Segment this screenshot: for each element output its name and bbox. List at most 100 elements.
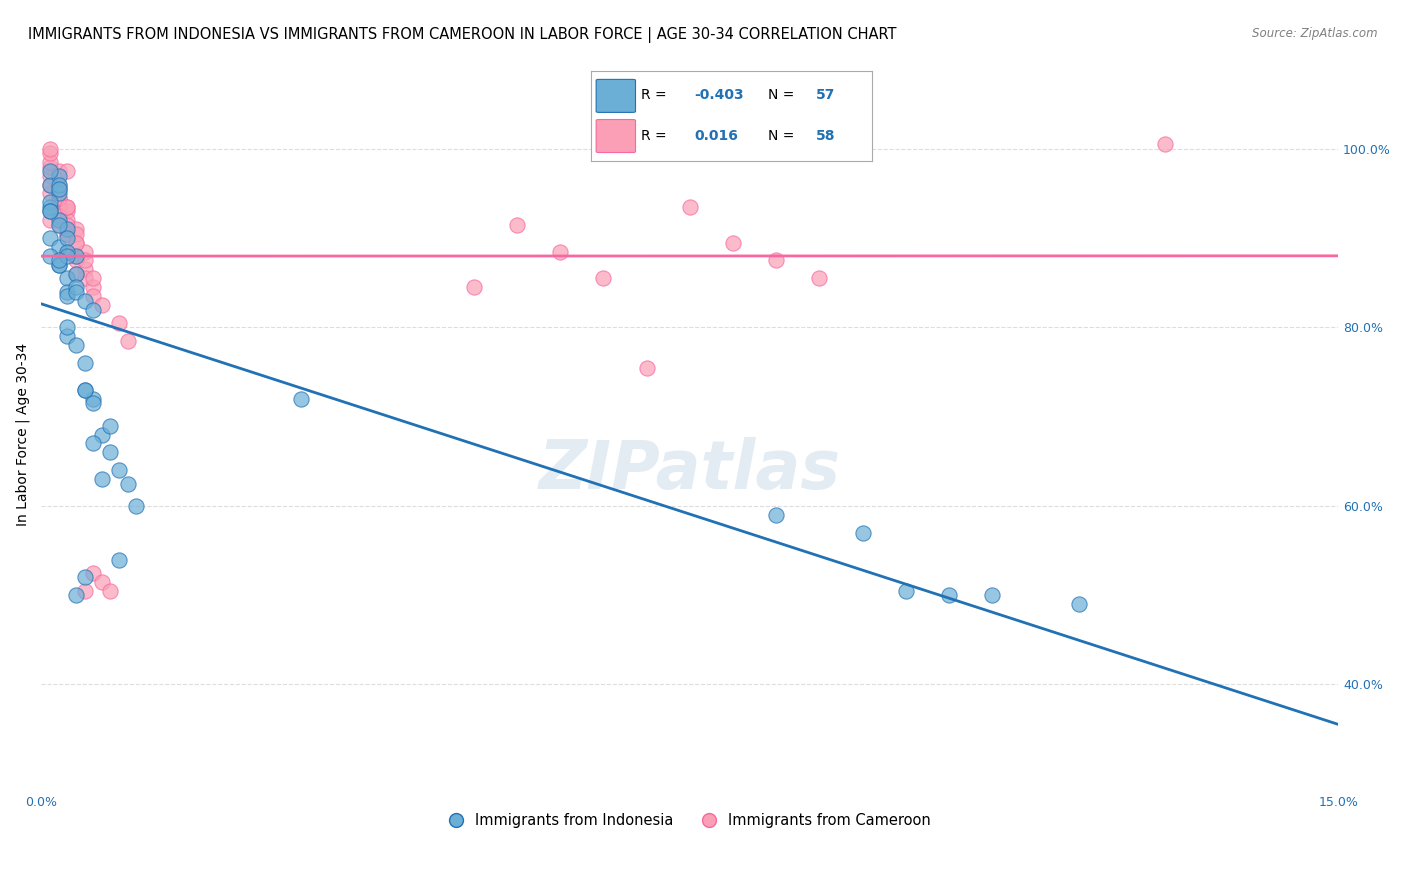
- Point: [108, 316, 131, 330]
- Point: [73, 253, 96, 268]
- Point: [82, 436, 104, 450]
- Point: [39, 213, 62, 227]
- Point: [39, 169, 62, 183]
- Point: [100, 445, 122, 459]
- Point: [48, 200, 70, 214]
- Point: [894, 583, 917, 598]
- Point: [65, 267, 87, 281]
- Point: [73, 262, 96, 277]
- Point: [48, 191, 70, 205]
- Point: [39, 155, 62, 169]
- Point: [56, 271, 79, 285]
- Point: [39, 142, 62, 156]
- Point: [65, 280, 87, 294]
- Point: [65, 588, 87, 602]
- Point: [100, 418, 122, 433]
- Point: [82, 566, 104, 580]
- Point: [39, 178, 62, 192]
- Point: [56, 213, 79, 227]
- Text: 57: 57: [815, 88, 835, 103]
- Point: [721, 235, 744, 250]
- Point: [39, 146, 62, 161]
- Point: [65, 227, 87, 241]
- Point: [82, 392, 104, 406]
- Text: Source: ZipAtlas.com: Source: ZipAtlas.com: [1253, 27, 1378, 40]
- Point: [56, 164, 79, 178]
- Text: R =: R =: [641, 128, 666, 143]
- Point: [852, 525, 875, 540]
- Point: [73, 271, 96, 285]
- Text: R =: R =: [641, 88, 666, 103]
- Point: [56, 249, 79, 263]
- Point: [39, 200, 62, 214]
- Point: [56, 244, 79, 259]
- Point: [48, 182, 70, 196]
- Point: [48, 253, 70, 268]
- Point: [65, 235, 87, 250]
- Point: [65, 338, 87, 352]
- Point: [56, 227, 79, 241]
- Point: [808, 271, 831, 285]
- Point: [48, 209, 70, 223]
- Text: N =: N =: [768, 128, 794, 143]
- Point: [48, 164, 70, 178]
- Point: [290, 392, 312, 406]
- Point: [56, 204, 79, 219]
- Point: [463, 280, 485, 294]
- Point: [592, 271, 614, 285]
- Point: [636, 360, 658, 375]
- Point: [90, 574, 112, 589]
- Point: [117, 476, 139, 491]
- Point: [48, 191, 70, 205]
- Point: [82, 289, 104, 303]
- Point: [56, 200, 79, 214]
- FancyBboxPatch shape: [596, 79, 636, 112]
- Point: [48, 186, 70, 201]
- Point: [82, 302, 104, 317]
- Point: [73, 570, 96, 584]
- Point: [39, 204, 62, 219]
- Point: [39, 160, 62, 174]
- Point: [548, 244, 571, 259]
- Point: [73, 583, 96, 598]
- Point: [938, 588, 960, 602]
- Point: [65, 249, 87, 263]
- Point: [48, 182, 70, 196]
- Point: [48, 169, 70, 183]
- Text: 58: 58: [815, 128, 835, 143]
- Point: [56, 231, 79, 245]
- Point: [73, 244, 96, 259]
- Text: IMMIGRANTS FROM INDONESIA VS IMMIGRANTS FROM CAMEROON IN LABOR FORCE | AGE 30-34: IMMIGRANTS FROM INDONESIA VS IMMIGRANTS …: [28, 27, 897, 43]
- Point: [765, 253, 787, 268]
- Point: [108, 463, 131, 477]
- Point: [73, 383, 96, 397]
- Y-axis label: In Labor Force | Age 30-34: In Labor Force | Age 30-34: [15, 343, 30, 526]
- Point: [506, 218, 529, 232]
- Point: [108, 552, 131, 566]
- Point: [65, 235, 87, 250]
- Point: [82, 396, 104, 410]
- Point: [90, 298, 112, 312]
- Text: N =: N =: [768, 88, 794, 103]
- Point: [56, 227, 79, 241]
- Point: [56, 200, 79, 214]
- Point: [65, 267, 87, 281]
- Point: [39, 231, 62, 245]
- Point: [56, 218, 79, 232]
- Point: [48, 218, 70, 232]
- Point: [56, 244, 79, 259]
- Text: ZIPatlas: ZIPatlas: [538, 437, 841, 503]
- Point: [39, 178, 62, 192]
- Point: [90, 472, 112, 486]
- Point: [56, 285, 79, 299]
- Point: [125, 499, 148, 513]
- Point: [82, 271, 104, 285]
- Point: [48, 182, 70, 196]
- Text: 0.016: 0.016: [695, 128, 738, 143]
- Point: [117, 334, 139, 348]
- Point: [48, 213, 70, 227]
- Legend: Immigrants from Indonesia, Immigrants from Cameroon: Immigrants from Indonesia, Immigrants fr…: [443, 807, 936, 834]
- Point: [48, 258, 70, 272]
- Point: [48, 218, 70, 232]
- Point: [39, 164, 62, 178]
